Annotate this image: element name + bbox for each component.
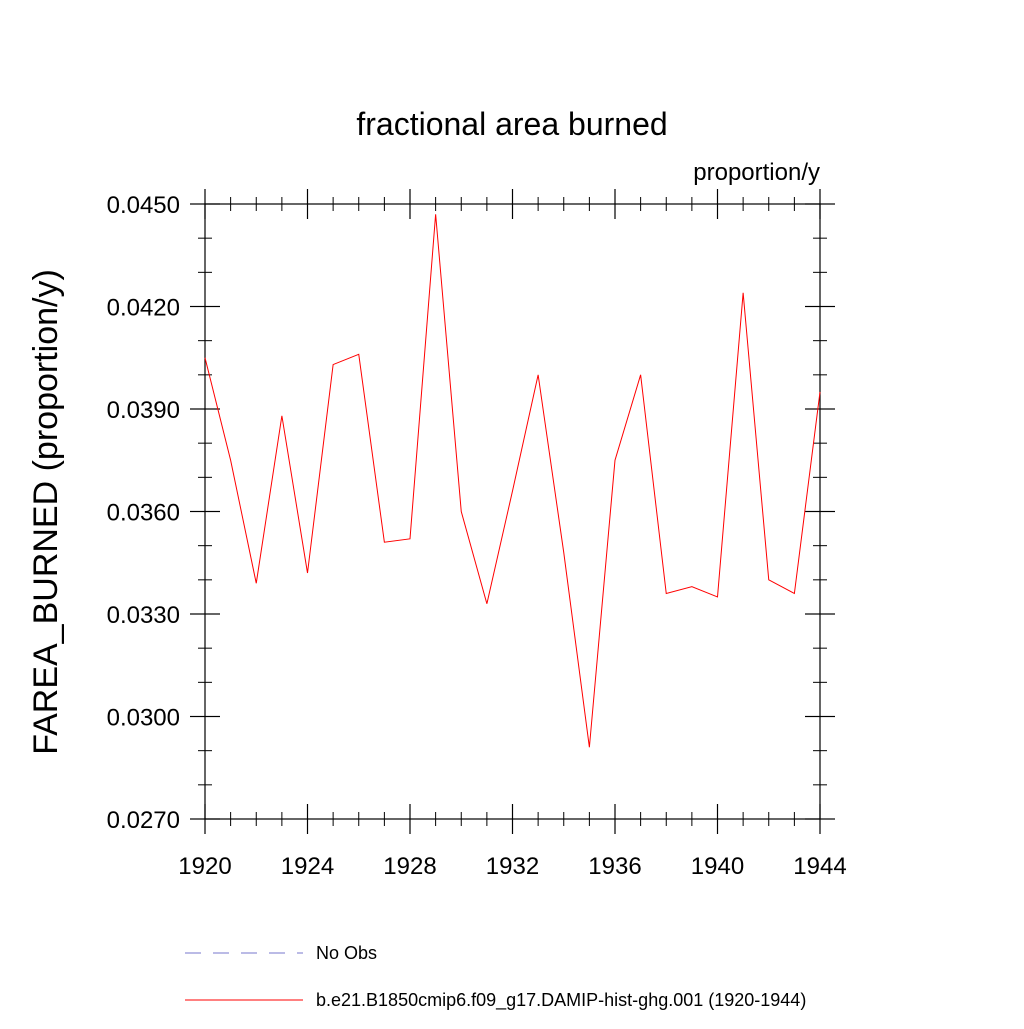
data-point [255,582,258,585]
y-tick-label: 0.0450 [107,192,180,219]
y-tick-label: 0.0330 [107,602,180,629]
series-layer [204,213,822,749]
data-point [485,602,488,605]
legend-label-1: No Obs [316,943,377,963]
data-point [280,414,283,417]
data-point [204,356,207,359]
legend: No Obs b.e21.B1850cmip6.f09_g17.DAMIP-his… [185,943,806,1011]
series-line-1 [204,214,821,748]
y-tick-label: 0.0390 [107,397,180,424]
data-point [767,578,770,581]
x-tick-label: 1924 [281,853,334,880]
x-tick-label: 1928 [383,853,436,880]
data-point [690,585,693,588]
data-point [639,373,642,376]
data-point [742,291,745,294]
data-point [306,572,309,575]
legend-label-2: b.e21.B1850cmip6.f09_g17.DAMIP-hist-ghg.… [316,990,806,1011]
x-tick-label: 1940 [691,853,744,880]
data-point [562,551,565,554]
data-point [383,541,386,544]
data-point [665,592,668,595]
x-tick-label: 1936 [588,853,641,880]
data-point [332,363,335,366]
x-tick-label: 1920 [178,853,231,880]
data-point [229,459,232,462]
data-point [588,746,591,749]
data-point [819,390,822,393]
data-point [537,373,540,376]
data-point [434,213,437,216]
y-tick-label: 0.0270 [107,807,180,834]
x-tick-label: 1944 [793,853,846,880]
data-point [614,459,617,462]
data-point [716,595,719,598]
units-label: proportion/y [693,159,820,186]
data-point [357,353,360,356]
chart-title: fractional area burned [356,106,667,142]
data-point [793,592,796,595]
y-axis-label: FAREA_BURNED (proportion/y) [27,269,65,755]
data-point [460,510,463,513]
y-tick-label: 0.0420 [107,295,180,322]
axes: 1920 1924 1928 1932 1936 1940 1944 0.0270 0.0300… [107,189,847,880]
y-tick-label: 0.0360 [107,500,180,527]
x-tick-label: 1932 [486,853,539,880]
y-tick-label: 0.0300 [107,705,180,732]
data-point [511,490,514,493]
data-point [409,537,412,540]
